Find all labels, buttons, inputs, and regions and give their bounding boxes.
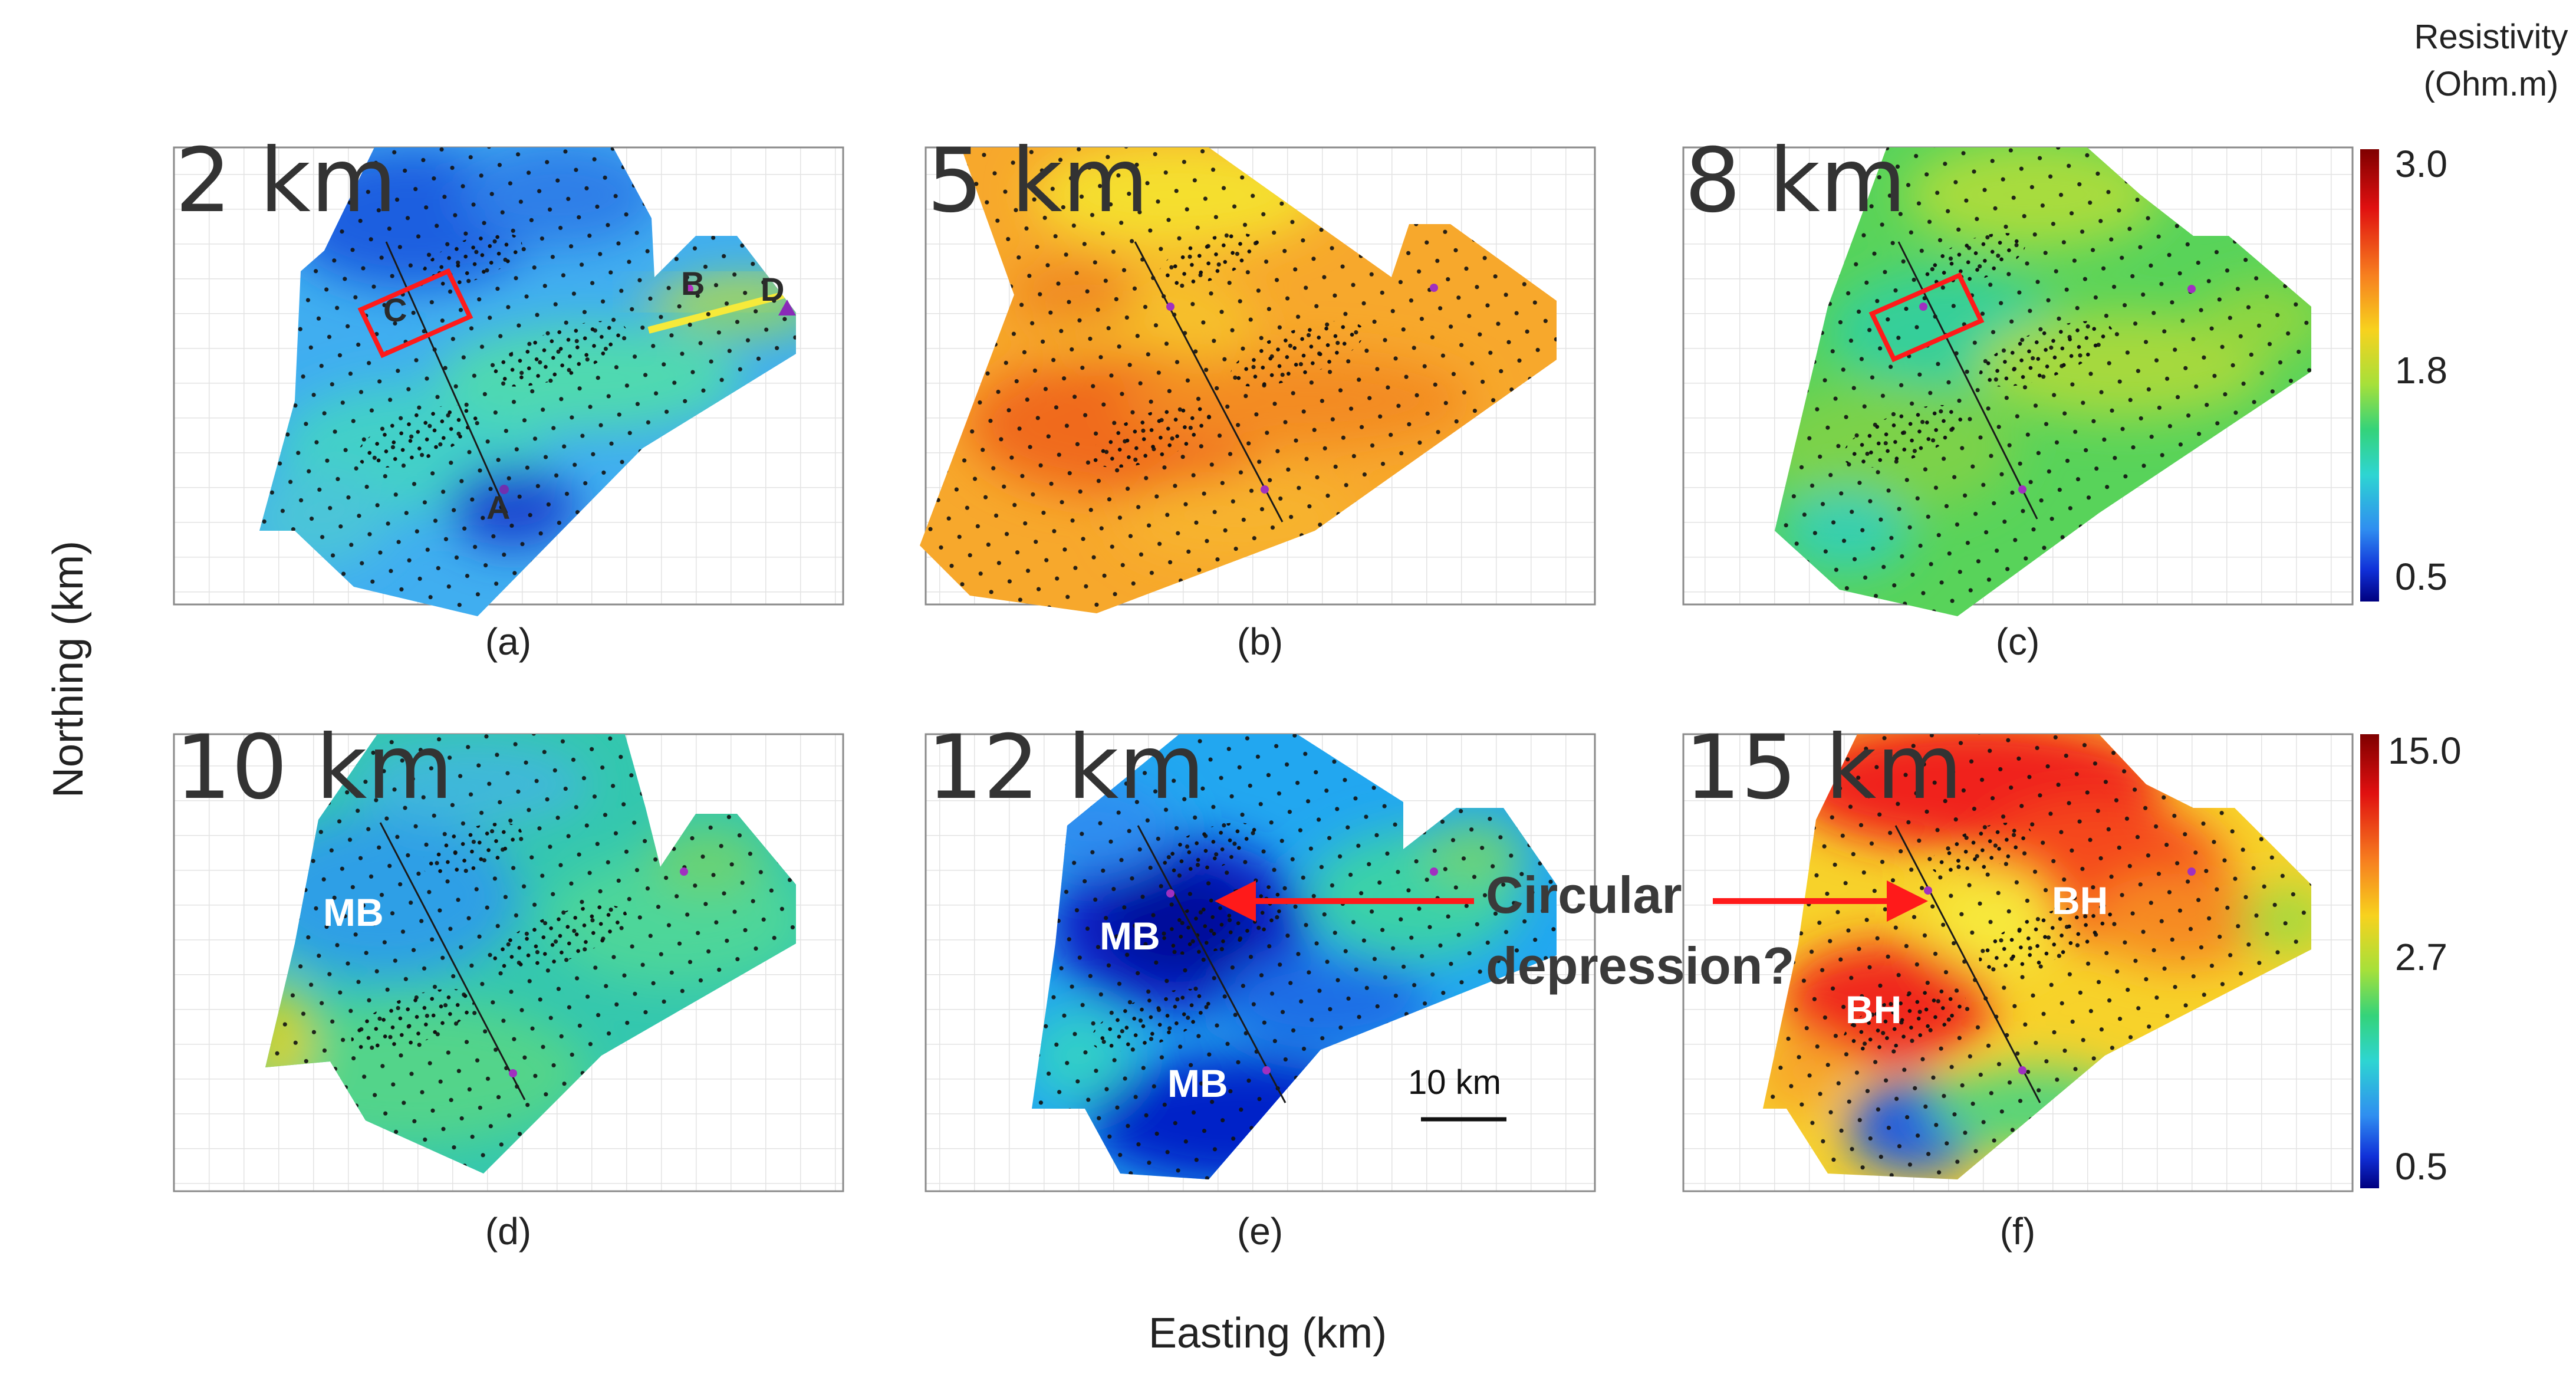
marker-b2 xyxy=(1166,303,1175,311)
marker-b xyxy=(684,284,693,294)
marker-d xyxy=(778,300,796,315)
scale-bar-label: 10 km xyxy=(1408,1063,1501,1102)
marker-e4 xyxy=(1262,1066,1271,1074)
depth-label-e: 12 km xyxy=(927,716,1205,819)
feature-label-mb-d: MB xyxy=(323,890,384,934)
red-box-c xyxy=(1868,272,1985,363)
colorbar-top: Resistivity (Ohm.m) 3.0 1.8 0.5 xyxy=(2360,18,2568,602)
profile-line-c xyxy=(1897,241,2038,520)
depth-label-a: 2 km xyxy=(175,130,397,232)
marker-d2 xyxy=(680,867,688,876)
marker-b3 xyxy=(1430,284,1438,292)
depth-label-f: 15 km xyxy=(1685,716,1963,819)
profile-line-e xyxy=(1137,825,1287,1103)
x-axis-label: Easting (km) xyxy=(1149,1310,1387,1357)
point-label-c: C xyxy=(383,291,407,328)
marker-a xyxy=(499,485,509,494)
caption-e: (e) xyxy=(1237,1210,1283,1253)
colorbar-top-tick-1: 1.8 xyxy=(2395,349,2447,392)
colorbar-bottom: 15.0 2.7 0.5 xyxy=(2360,729,2462,1188)
marker-f4 xyxy=(2018,1066,2026,1074)
marker-e3 xyxy=(1430,867,1438,876)
marker-c4 xyxy=(2018,485,2026,494)
marker-c2 xyxy=(1919,303,1927,311)
colorbar-bottom-tick-2: 0.5 xyxy=(2395,1145,2447,1188)
depression-text-line1: Circular xyxy=(1486,866,1682,924)
profile-line-f xyxy=(1894,825,2041,1103)
depression-text-line2: depression? xyxy=(1486,936,1794,995)
y-axis-label: Northing (km) xyxy=(45,541,92,798)
feature-label-bh-f1: BH xyxy=(2052,879,2108,922)
marker-f2 xyxy=(1924,886,1932,895)
profile-line-b xyxy=(1134,241,1284,522)
profile-line-d xyxy=(379,822,526,1100)
caption-d: (d) xyxy=(485,1210,531,1253)
colorbar-bottom-tick-1: 2.7 xyxy=(2395,936,2447,978)
depth-label-c: 8 km xyxy=(1685,130,1906,232)
colorbar-top-tick-2: 0.5 xyxy=(2395,556,2447,598)
colorbar-bottom-bar xyxy=(2360,734,2379,1188)
colorbar-top-bar xyxy=(2360,149,2379,602)
marker-e2 xyxy=(1166,889,1175,898)
feature-label-mb-e2: MB xyxy=(1167,1061,1228,1105)
colorbar-title-line1: Resistivity xyxy=(2414,18,2568,56)
marker-b4 xyxy=(1261,485,1269,494)
colorbar-title-line2: (Ohm.m) xyxy=(2424,65,2559,103)
marker-d3 xyxy=(509,1069,517,1077)
depth-label-d: 10 km xyxy=(175,716,453,819)
colorbar-bottom-tick-0: 15.0 xyxy=(2388,729,2462,772)
caption-c: (c) xyxy=(1996,620,2040,663)
depth-label-b: 5 km xyxy=(927,130,1149,232)
caption-a: (a) xyxy=(485,620,531,663)
profile-line-a xyxy=(385,241,508,514)
feature-label-mb-e1: MB xyxy=(1100,914,1160,958)
point-label-a: A xyxy=(486,489,510,526)
heatmap-panel-b xyxy=(920,147,1557,613)
red-box-a xyxy=(357,268,473,359)
caption-b: (b) xyxy=(1237,620,1283,663)
marker-c3 xyxy=(2187,285,2196,293)
point-label-b: B xyxy=(681,265,705,302)
marker-f3 xyxy=(2187,867,2196,876)
point-label-d: D xyxy=(761,271,784,308)
feature-label-bh-f2: BH xyxy=(1845,988,1901,1031)
colorbar-top-tick-0: 3.0 xyxy=(2395,143,2447,185)
caption-f: (f) xyxy=(2000,1210,2035,1253)
